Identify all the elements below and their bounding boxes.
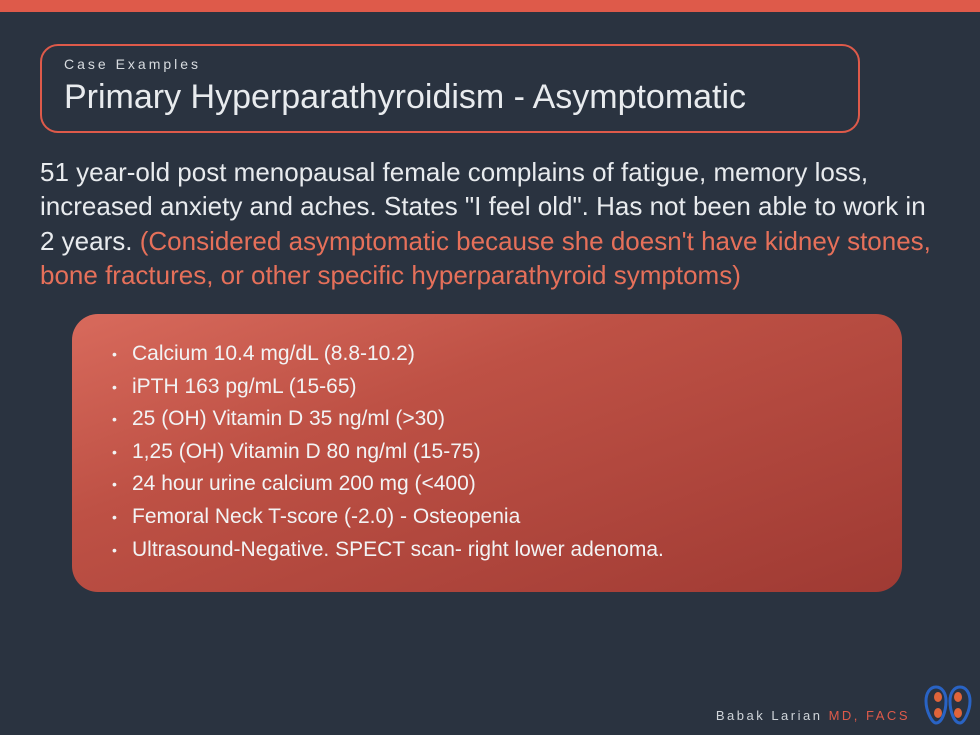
author-credentials: MD, FACS xyxy=(829,708,910,723)
lab-item: 1,25 (OH) Vitamin D 80 ng/ml (15-75) xyxy=(112,436,872,469)
top-accent-bar xyxy=(0,0,980,12)
author-footer: Babak Larian MD, FACS xyxy=(716,708,910,723)
author-name: Babak Larian xyxy=(716,708,829,723)
lab-item: Ultrasound-Negative. SPECT scan- right l… xyxy=(112,534,872,567)
page-title: Primary Hyperparathyroidism - Asymptomat… xyxy=(64,78,836,117)
lab-results-list: Calcium 10.4 mg/dL (8.8-10.2) iPTH 163 p… xyxy=(112,338,872,566)
lab-item: Femoral Neck T-score (-2.0) - Osteopenia xyxy=(112,501,872,534)
eyebrow-text: Case Examples xyxy=(64,56,836,72)
lab-results-panel: Calcium 10.4 mg/dL (8.8-10.2) iPTH 163 p… xyxy=(72,314,902,592)
brand-logo-icon xyxy=(922,681,974,729)
lab-item: 25 (OH) Vitamin D 35 ng/ml (>30) xyxy=(112,403,872,436)
lab-item: iPTH 163 pg/mL (15-65) xyxy=(112,371,872,404)
title-box: Case Examples Primary Hyperparathyroidis… xyxy=(40,44,860,133)
lab-item: 24 hour urine calcium 200 mg (<400) xyxy=(112,468,872,501)
case-description: 51 year-old post menopausal female compl… xyxy=(40,155,940,292)
case-highlight-text: (Considered asymptomatic because she doe… xyxy=(40,226,931,290)
lab-item: Calcium 10.4 mg/dL (8.8-10.2) xyxy=(112,338,872,371)
